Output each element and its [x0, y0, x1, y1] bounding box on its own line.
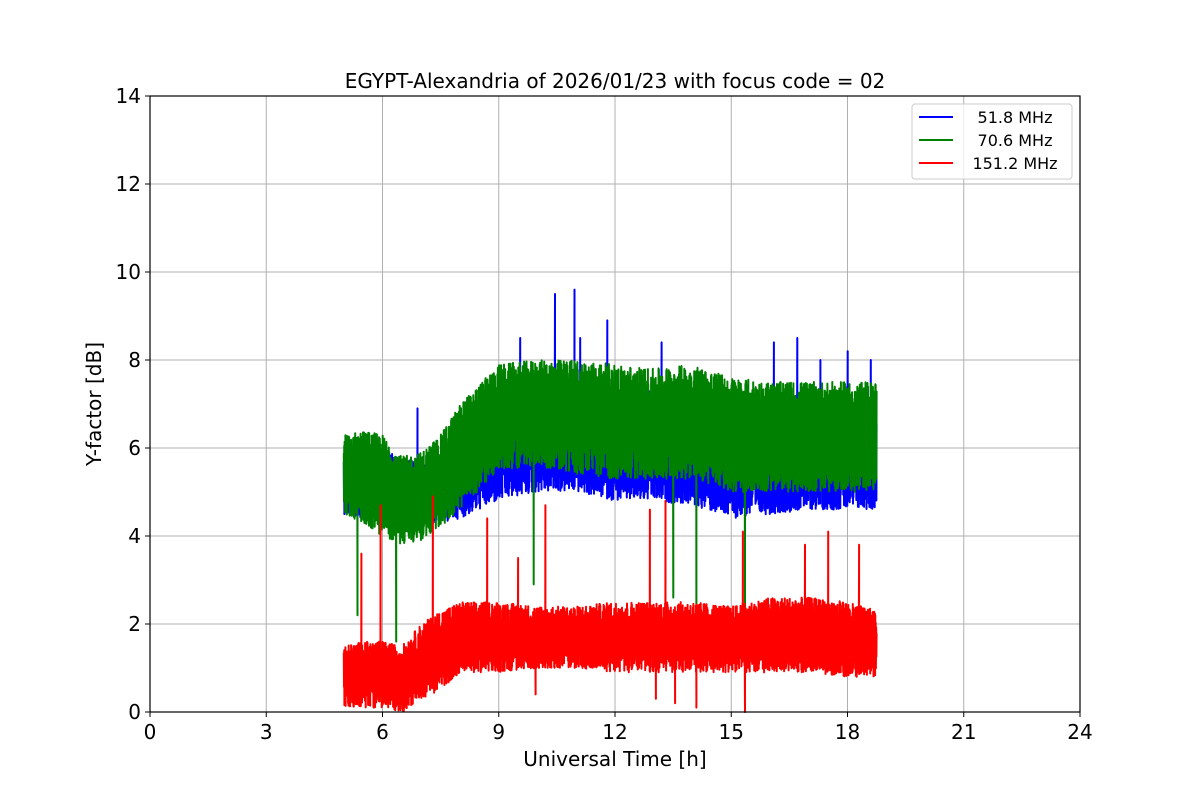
series-line-151-2-mhz: [342, 495, 878, 713]
x-tick-label: 0: [144, 720, 157, 744]
y-axis-label: Y-factor [dB]: [82, 342, 106, 467]
y-tick-label: 4: [128, 524, 141, 548]
legend-label-70-6: 70.6 MHz: [978, 131, 1053, 150]
x-tick-label: 6: [376, 720, 389, 744]
x-tick-label: 15: [719, 720, 744, 744]
x-tick-label: 9: [492, 720, 505, 744]
series-line-70-6-mhz: [342, 359, 878, 713]
y-tick-label: 2: [128, 612, 141, 636]
y-tick-label: 12: [116, 172, 141, 196]
y-tick-label: 0: [128, 700, 141, 724]
x-tick-label: 3: [260, 720, 273, 744]
chart-title: EGYPT-Alexandria of 2026/01/23 with focu…: [345, 69, 886, 93]
y-tick-label: 10: [116, 260, 141, 284]
x-tick-label: 24: [1067, 720, 1092, 744]
y-tick-label: 6: [128, 436, 141, 460]
legend-box: [911, 103, 1073, 180]
y-tick-label: 14: [116, 84, 141, 108]
x-tick-label: 21: [951, 720, 976, 744]
legend-label-151-2: 151.2 MHz: [972, 154, 1057, 173]
x-tick-label: 18: [835, 720, 860, 744]
y-tick-label: 8: [128, 348, 141, 372]
series-group: [342, 288, 878, 713]
legend: 51.8 MHz 70.6 MHz 151.2 MHz: [911, 103, 1073, 180]
x-tick-label: 12: [602, 720, 627, 744]
legend-label-51-8: 51.8 MHz: [978, 108, 1053, 127]
x-axis-label: Universal Time [h]: [523, 747, 706, 771]
